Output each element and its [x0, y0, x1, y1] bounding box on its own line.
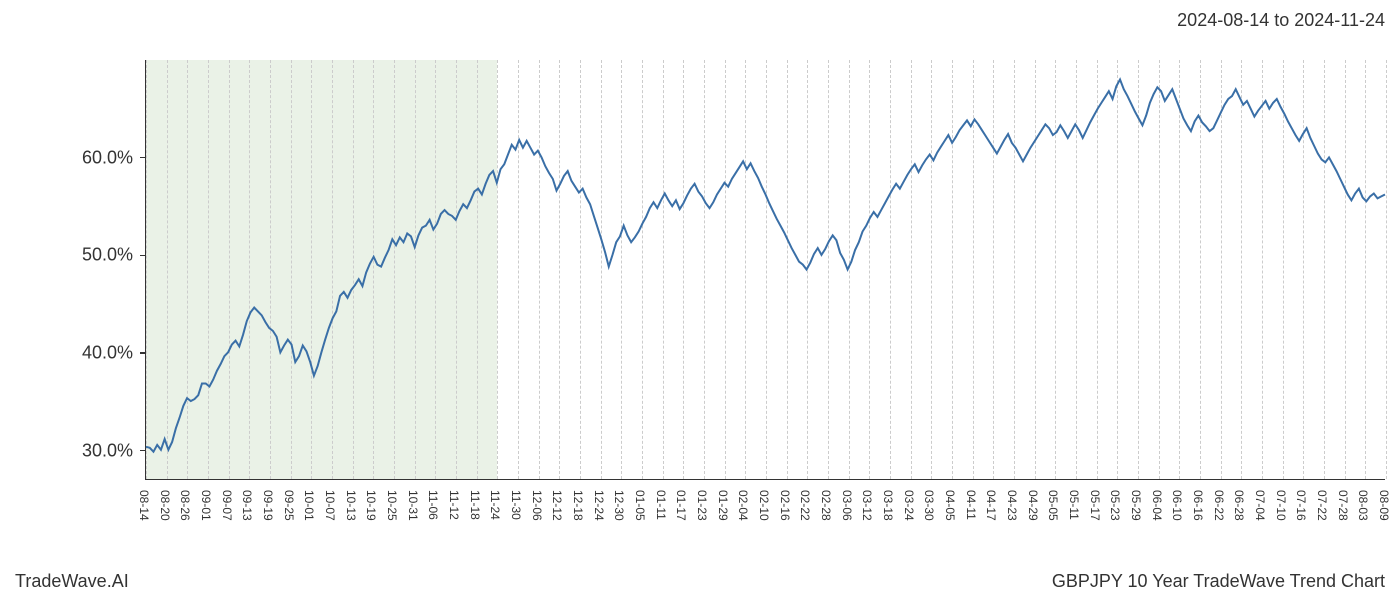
x-axis-label: 07-28	[1336, 490, 1350, 521]
x-axis-label: 09-19	[261, 490, 275, 521]
x-axis-label: 08-09	[1377, 490, 1391, 521]
x-axis-label: 07-04	[1253, 490, 1267, 521]
x-axis-label: 02-28	[819, 490, 833, 521]
y-tick-mark	[140, 450, 146, 452]
x-axis-label: 09-25	[282, 490, 296, 521]
x-axis-label: 12-12	[550, 490, 564, 521]
x-axis-label: 01-17	[674, 490, 688, 521]
x-axis-label: 06-10	[1170, 490, 1184, 521]
line-series	[146, 60, 1385, 479]
x-axis-label: 12-18	[571, 490, 585, 521]
x-axis-label: 08-26	[178, 490, 192, 521]
y-axis-label: 50.0%	[82, 245, 133, 266]
y-tick-mark	[140, 157, 146, 159]
x-axis-label: 03-30	[922, 490, 936, 521]
x-axis-label: 11-12	[447, 490, 461, 520]
x-axis-label: 02-22	[798, 490, 812, 521]
x-axis-label: 04-05	[943, 490, 957, 521]
x-axis-label: 11-24	[488, 490, 502, 520]
x-axis-label: 08-14	[137, 490, 151, 521]
x-axis-label: 10-19	[364, 490, 378, 521]
x-axis-label: 07-22	[1315, 490, 1329, 521]
gridline-vertical	[1386, 60, 1387, 479]
x-axis-label: 06-16	[1191, 490, 1205, 521]
footer-brand: TradeWave.AI	[15, 571, 129, 592]
x-axis-label: 06-22	[1212, 490, 1226, 521]
x-axis-label: 03-12	[860, 490, 874, 521]
x-axis-label: 11-18	[468, 490, 482, 520]
x-axis-label: 12-24	[592, 490, 606, 521]
x-axis-label: 02-10	[757, 490, 771, 521]
x-axis-label: 04-23	[1005, 490, 1019, 521]
x-axis-label: 05-05	[1046, 490, 1060, 521]
x-axis-label: 02-16	[778, 490, 792, 521]
x-axis-label: 03-24	[902, 490, 916, 521]
x-axis-label: 04-11	[964, 490, 978, 520]
footer-chart-title: GBPJPY 10 Year TradeWave Trend Chart	[1052, 571, 1385, 592]
x-axis-label: 12-30	[612, 490, 626, 521]
x-axis-label: 08-20	[158, 490, 172, 521]
x-axis-label: 01-29	[716, 490, 730, 521]
x-axis-label: 03-18	[881, 490, 895, 521]
x-axis-label: 03-06	[840, 490, 854, 521]
y-axis-label: 30.0%	[82, 440, 133, 461]
x-axis-label: 01-05	[633, 490, 647, 521]
x-axis-label: 07-16	[1294, 490, 1308, 521]
x-axis-label: 05-11	[1067, 490, 1081, 520]
x-axis-label: 09-07	[220, 490, 234, 521]
x-axis-label: 09-01	[199, 490, 213, 521]
x-axis-label: 05-17	[1088, 490, 1102, 521]
plot-region	[145, 60, 1385, 480]
x-axis-label: 01-23	[695, 490, 709, 521]
trend-chart: 30.0%40.0%50.0%60.0% 08-1408-2008-2609-0…	[145, 60, 1385, 480]
x-axis-label: 10-25	[385, 490, 399, 521]
x-axis-label: 05-23	[1108, 490, 1122, 521]
x-axis-label: 11-06	[426, 490, 440, 520]
x-axis-label: 04-17	[984, 490, 998, 521]
x-axis-label: 10-01	[302, 490, 316, 521]
x-axis-label: 02-04	[736, 490, 750, 521]
x-axis-label: 07-10	[1274, 490, 1288, 521]
x-axis-label: 11-30	[509, 490, 523, 520]
y-axis-label: 40.0%	[82, 343, 133, 364]
y-tick-mark	[140, 255, 146, 257]
x-axis-label: 05-29	[1129, 490, 1143, 521]
y-tick-mark	[140, 352, 146, 354]
x-axis-label: 10-07	[323, 490, 337, 521]
y-axis-label: 60.0%	[82, 147, 133, 168]
x-axis-label: 10-31	[406, 490, 420, 521]
x-axis-label: 04-29	[1026, 490, 1040, 521]
x-axis-label: 06-28	[1232, 490, 1246, 521]
x-axis-label: 06-04	[1150, 490, 1164, 521]
x-axis-label: 09-13	[240, 490, 254, 521]
x-axis-label: 08-03	[1356, 490, 1370, 521]
x-axis-label: 10-13	[344, 490, 358, 521]
x-axis-label: 01-11	[654, 490, 668, 520]
date-range-label: 2024-08-14 to 2024-11-24	[1177, 10, 1385, 31]
x-axis-label: 12-06	[530, 490, 544, 521]
